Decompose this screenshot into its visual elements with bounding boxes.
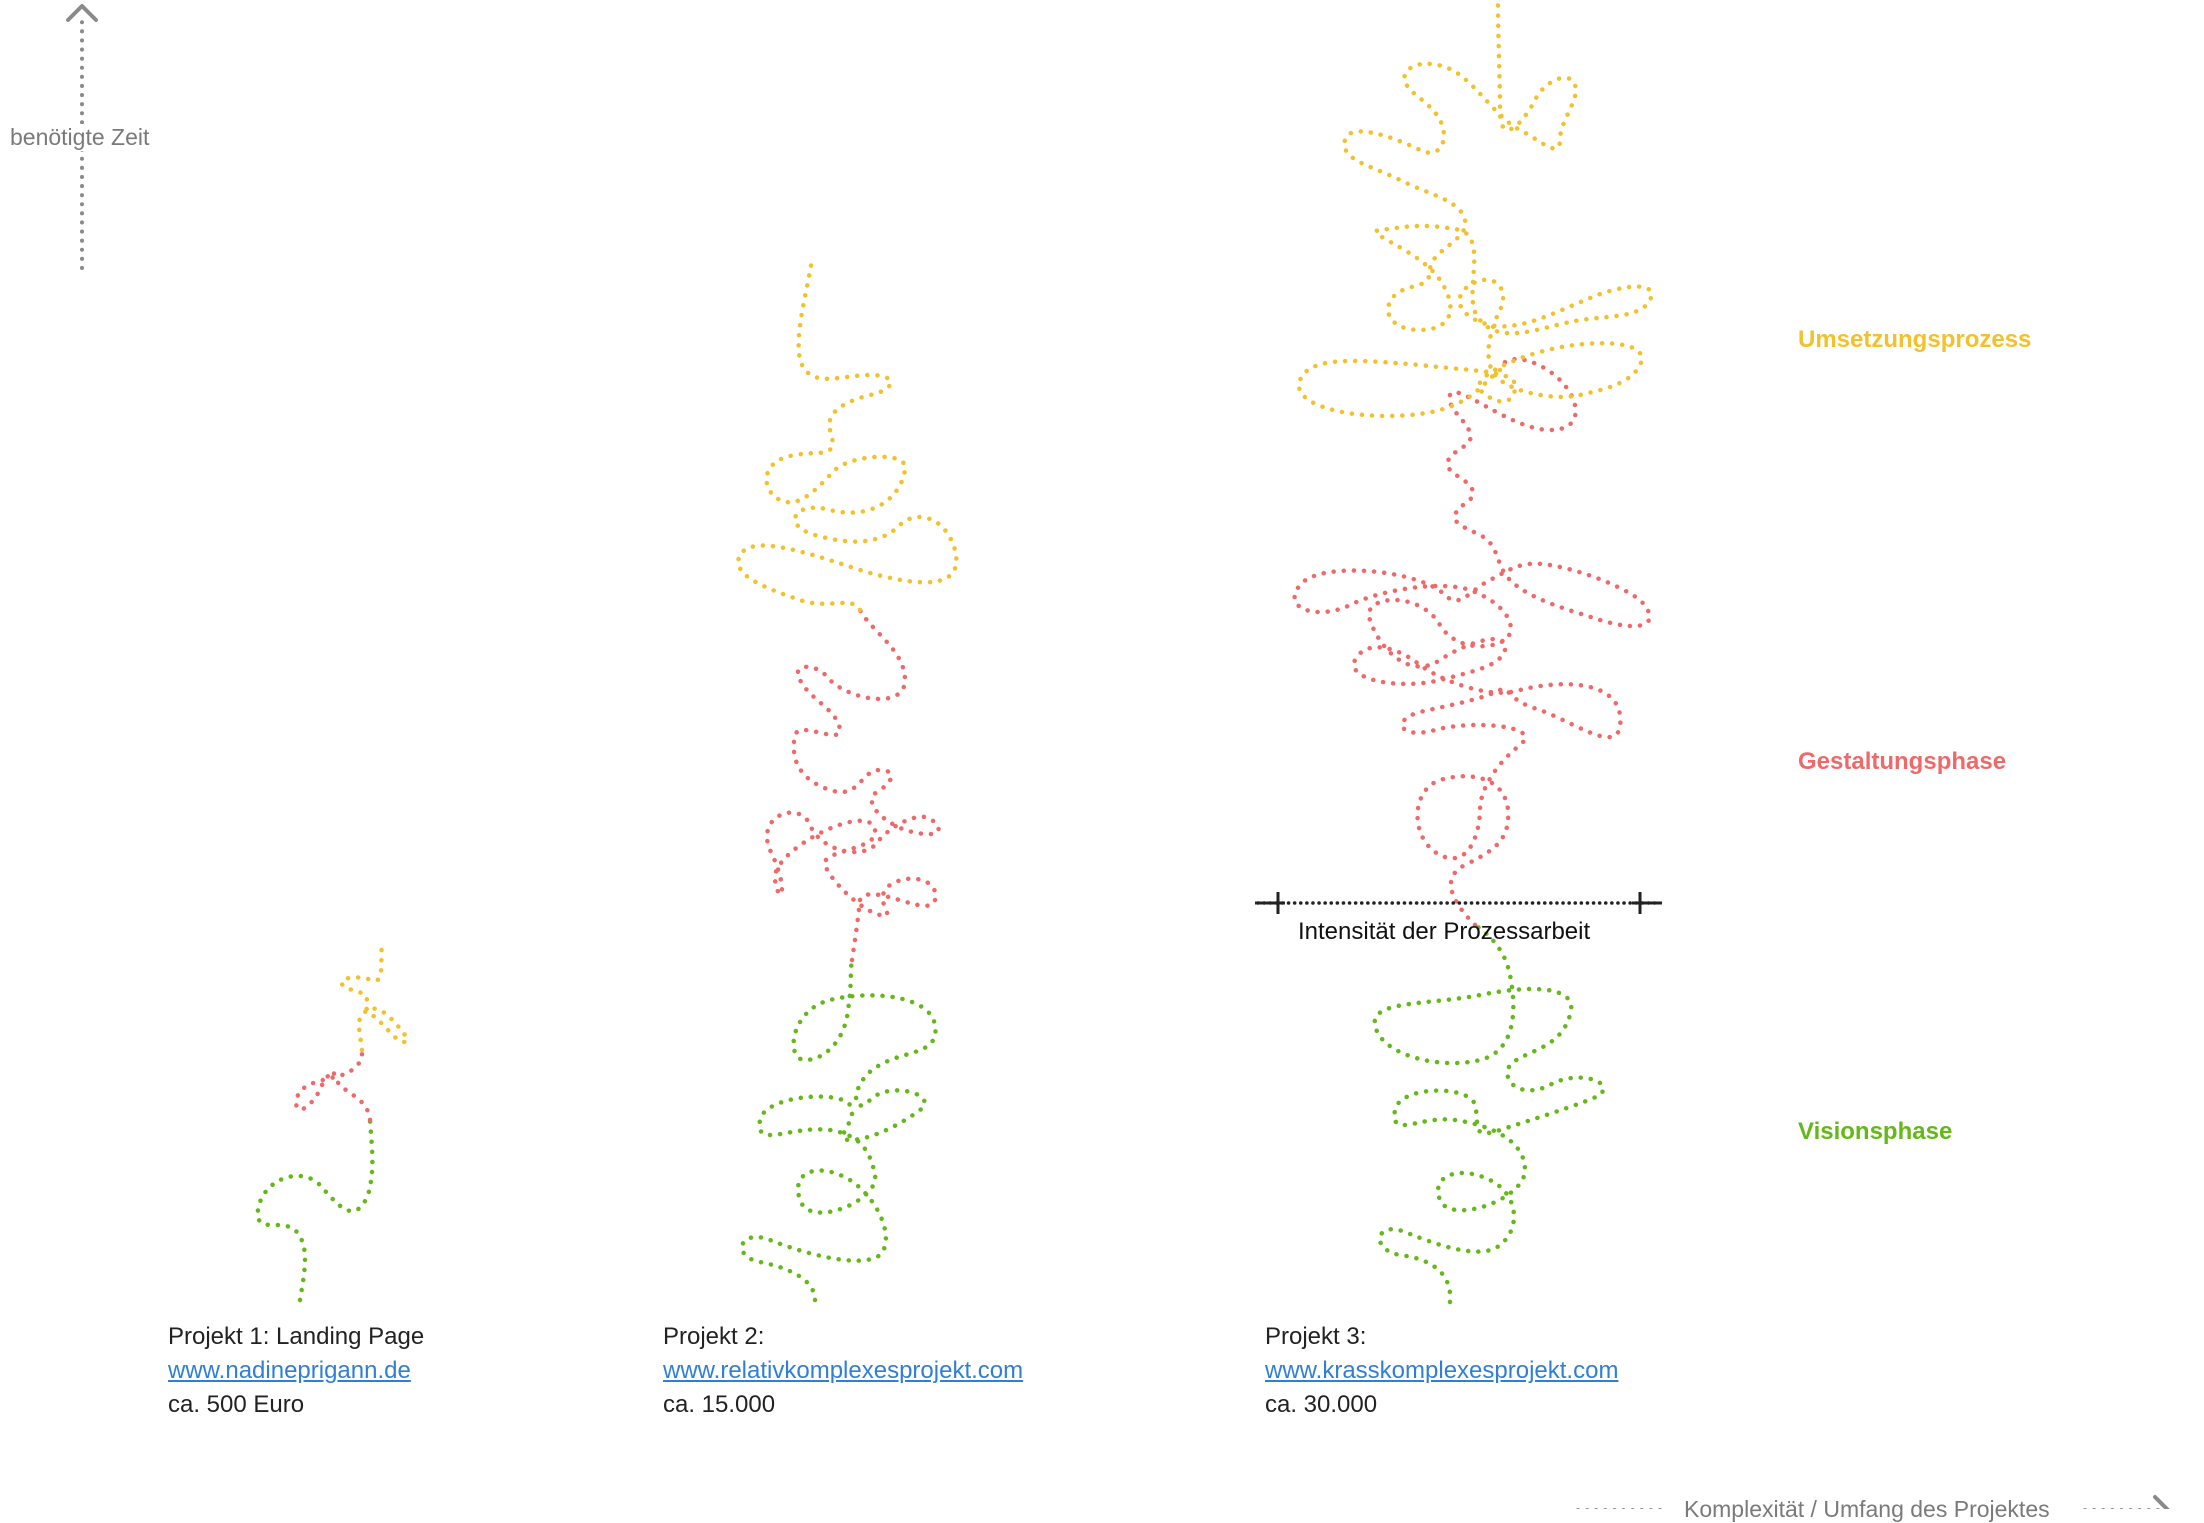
phase-label-vision: Visionsphase	[1798, 1118, 1953, 1145]
project-1-gestaltung-path	[294, 1047, 373, 1123]
phase-label-gestaltung: Gestaltungsphase	[1798, 748, 2007, 775]
project-2-vision-path	[739, 957, 938, 1303]
project-2-price: ca. 15.000	[663, 1391, 776, 1418]
project-1-umsetzung-path	[339, 942, 410, 1053]
project-3-gestaltung-path	[1292, 356, 1652, 928]
intensity-bar	[1255, 892, 1662, 914]
complexity-axis	[1576, 1495, 2170, 1509]
project-1-title: Projekt 1: Landing Page	[168, 1323, 425, 1350]
project-2-caption: Projekt 2: www.relativkomplexesprojekt.c…	[663, 1320, 1023, 1422]
time-axis-arrow-icon	[66, 4, 98, 22]
project-3-caption: Projekt 3: www.krasskomplexesprojekt.com…	[1265, 1320, 1618, 1422]
phase-label-umsetzung: Umsetzungsprozess	[1798, 326, 2032, 353]
project-3-umsetzung-path	[1296, 0, 1654, 419]
time-axis-label: benötigte Zeit	[8, 124, 152, 151]
project-3-link[interactable]: www.krasskomplexesprojekt.com	[1265, 1357, 1619, 1384]
project-1-price: ca. 500 Euro	[168, 1391, 305, 1418]
complexity-axis-arrow-icon	[2153, 1495, 2170, 1509]
project-3-squiggle	[1292, 0, 1654, 1305]
intensity-label: Intensität der Prozessarbeit	[1298, 918, 1591, 945]
project-3-vision-path	[1372, 922, 1606, 1305]
project-2-link[interactable]: www.relativkomplexesprojekt.com	[663, 1357, 1024, 1384]
project-2-title: Projekt 2:	[663, 1323, 765, 1350]
complexity-axis-label: Komplexität / Umfang des Projektes	[1684, 1496, 2050, 1522]
project-3-title: Projekt 3:	[1265, 1323, 1367, 1350]
project-1-caption: Projekt 1: Landing Page www.nadineprigan…	[168, 1320, 424, 1422]
project-1-link[interactable]: www.nadineprigann.de	[168, 1357, 411, 1384]
project-1-squiggle	[255, 942, 410, 1303]
project-1-vision-path	[255, 1117, 375, 1303]
project-2-umsetzung-path	[736, 257, 959, 613]
project-2-squiggle	[736, 257, 959, 1303]
project-2-gestaltung-path	[764, 607, 941, 963]
project-3-price: ca. 30.000	[1265, 1391, 1378, 1418]
